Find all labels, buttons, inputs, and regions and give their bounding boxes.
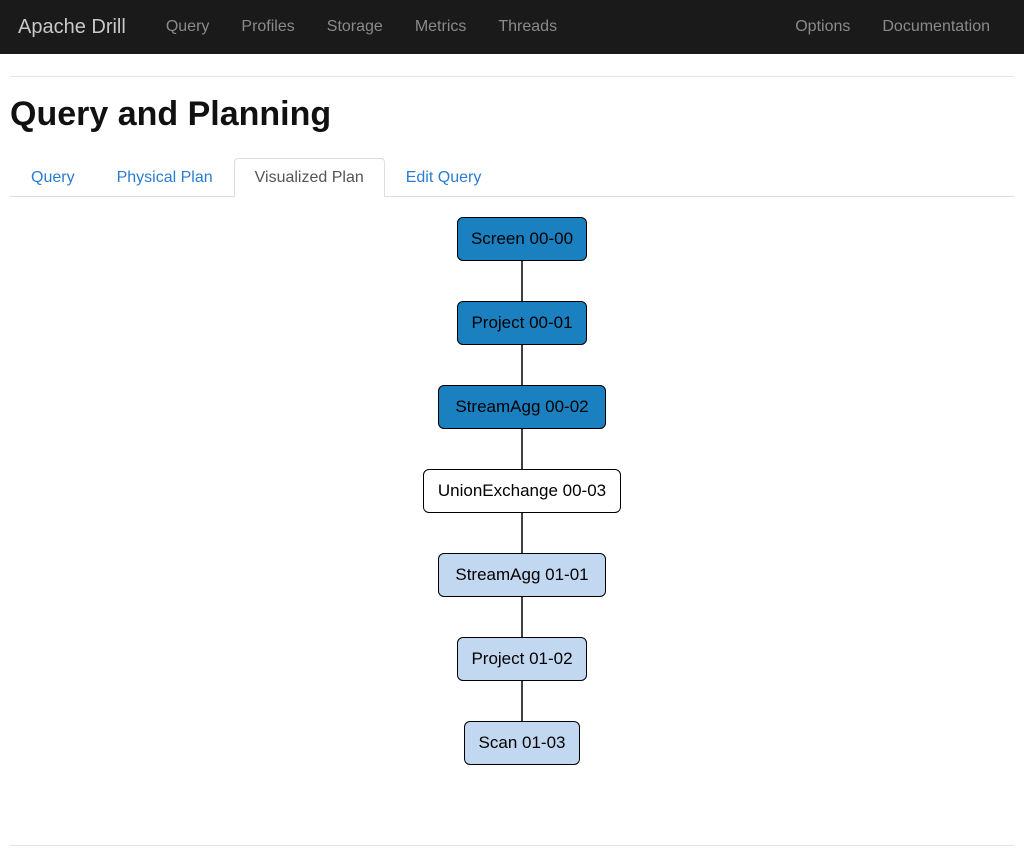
nav-right-group: Options Documentation <box>779 0 1006 54</box>
plan-node[interactable]: Screen 00-00 <box>457 217 587 261</box>
nav-item-query[interactable]: Query <box>150 0 226 54</box>
tabs: Query Physical Plan Visualized Plan Edit… <box>10 158 1014 197</box>
nav-item-storage[interactable]: Storage <box>311 0 399 54</box>
nav-item-metrics[interactable]: Metrics <box>399 0 483 54</box>
plan-area: Screen 00-00 Project 00-01 StreamAgg 00-02… <box>10 217 1014 817</box>
navbar: Apache Drill Query Profiles Storage Metr… <box>0 0 1024 54</box>
tab-query[interactable]: Query <box>10 158 96 197</box>
navbar-brand[interactable]: Apache Drill <box>18 16 126 39</box>
divider-bottom <box>10 845 1014 846</box>
nav-left-group: Query Profiles Storage Metrics Threads <box>150 0 573 54</box>
nav-item-profiles[interactable]: Profiles <box>225 0 310 54</box>
tab-physical-plan[interactable]: Physical Plan <box>96 158 234 197</box>
tab-visualized-plan[interactable]: Visualized Plan <box>234 158 385 197</box>
plan-node[interactable]: Scan 01-03 <box>464 721 580 765</box>
divider-top <box>10 76 1014 77</box>
main-container: Query and Planning Query Physical Plan V… <box>0 54 1024 846</box>
plan-node[interactable]: StreamAgg 00-02 <box>438 385 606 429</box>
plan-node[interactable]: Project 01-02 <box>457 637 587 681</box>
plan-node[interactable]: Project 00-01 <box>457 301 587 345</box>
nav-item-threads[interactable]: Threads <box>482 0 573 54</box>
page-title: Query and Planning <box>10 95 1014 134</box>
tab-edit-query[interactable]: Edit Query <box>385 158 503 197</box>
nav-item-options[interactable]: Options <box>779 0 866 54</box>
plan-node[interactable]: UnionExchange 00-03 <box>423 469 621 513</box>
plan-node[interactable]: StreamAgg 01-01 <box>438 553 606 597</box>
nav-item-documentation[interactable]: Documentation <box>866 0 1006 54</box>
